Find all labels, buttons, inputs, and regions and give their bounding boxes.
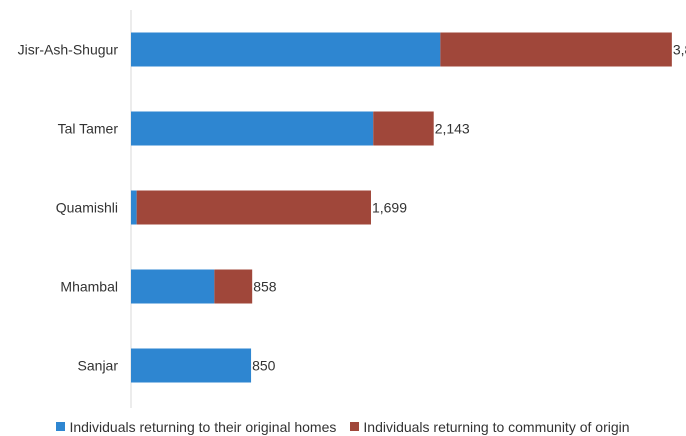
bar-quamishli-series-2 [136,190,371,225]
legend: Individuals returning to their original … [0,417,686,436]
bar-sanjar-series-1 [131,348,252,383]
bar-tal-tamer-series-1 [131,111,374,146]
labels-group: Jisr-Ash-Shugur 3,829 Tal Tamer 2,143 Quamis… [18,42,686,374]
bar-jisr-ash-shugur-series-1 [131,32,441,67]
legend-item-community-of-origin: Individuals returning to community of or… [350,418,630,435]
bar-mhambal-series-2 [214,269,253,304]
bar-jisr-ash-shugur-series-2 [440,32,672,67]
category-label-jisr-ash-shugur: Jisr-Ash-Shugur [18,42,119,58]
legend-label-community-of-origin: Individuals returning to community of or… [363,418,630,435]
legend-label-original-homes: Individuals returning to their original … [69,418,337,435]
data-label-tal-tamer: 2,143 [435,121,470,137]
legend-item-original-homes: Individuals returning to their original … [56,419,336,435]
data-label-jisr-ash-shugur: 3,829 [673,42,686,58]
bars-group [131,32,672,383]
bar-mhambal-series-1 [131,269,215,304]
category-label-mhambal: Mhambal [60,279,118,295]
category-label-sanjar: Sanjar [78,358,119,374]
legend-swatch-original-homes [56,422,66,431]
data-label-mhambal: 858 [253,279,277,295]
data-label-quamishli: 1,699 [372,200,407,216]
category-label-tal-tamer: Tal Tamer [58,121,119,137]
bar-quamishli-series-1 [131,190,137,225]
category-label-quamishli: Quamishli [56,200,118,216]
legend-swatch-community-of-origin [350,422,360,431]
data-label-sanjar: 850 [252,358,276,374]
bar-tal-tamer-series-2 [373,111,434,146]
